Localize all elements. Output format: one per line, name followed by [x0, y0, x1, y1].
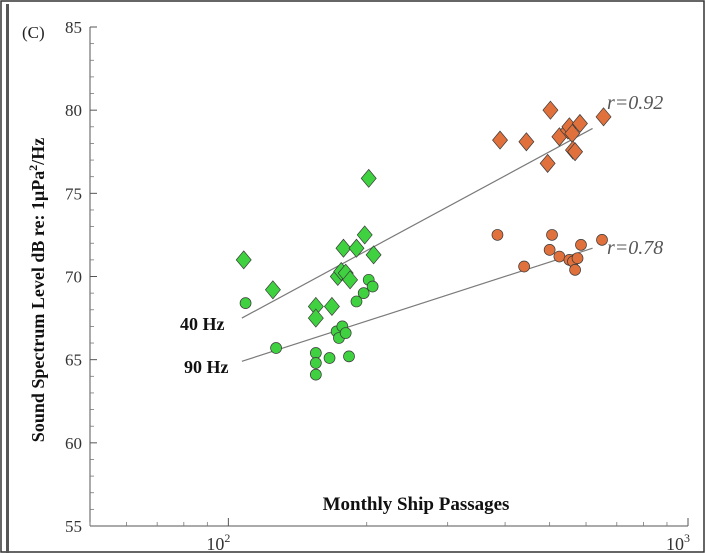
figure-inner-border	[6, 4, 9, 553]
point-40hz-orange	[539, 153, 556, 173]
point-90hz-green	[309, 357, 322, 369]
fit-line-40hz	[241, 127, 593, 319]
point-90hz-orange	[571, 252, 584, 265]
fit-lines	[241, 127, 593, 362]
y-axis-label-tail: /Hz	[28, 138, 48, 166]
point-90hz-green	[309, 368, 322, 381]
point-40hz-orange	[595, 107, 612, 127]
panel-label: (C)	[22, 23, 45, 42]
y-tick-label: 55	[65, 517, 82, 536]
point-40hz-green	[356, 225, 373, 245]
point-40hz-green	[323, 296, 340, 316]
y-tick-label: 60	[65, 434, 82, 453]
point-90hz-orange	[543, 244, 556, 256]
y-tick-label: 75	[65, 184, 82, 203]
point-40hz-orange	[518, 132, 535, 152]
point-90hz-orange	[569, 263, 581, 276]
point-40hz-green	[335, 238, 352, 258]
fit-line-90hz	[241, 247, 593, 362]
y-axis-label: Sound Spectrum Level dB re: 1μPa2/Hz	[26, 138, 48, 442]
point-40hz-green	[365, 245, 382, 265]
point-90hz-green	[270, 342, 282, 354]
y-tick-label: 70	[65, 268, 82, 287]
point-40hz-orange	[571, 113, 588, 134]
point-90hz-orange	[553, 250, 566, 263]
y-tick-label: 85	[65, 18, 82, 37]
y-axis-label-sup: 2	[26, 165, 40, 171]
point-40hz-green	[342, 270, 359, 290]
x-tick-label: 102	[206, 531, 230, 553]
data-points	[235, 100, 612, 381]
point-90hz-orange	[518, 260, 530, 273]
y-tick-label: 65	[65, 351, 82, 370]
point-90hz-orange	[596, 234, 608, 246]
point-40hz-orange	[542, 100, 559, 120]
correlation-label-90hz: r=0.78	[607, 237, 663, 259]
point-40hz-green	[360, 168, 377, 188]
correlation-label-40hz: r=0.92	[607, 92, 663, 114]
point-90hz-green	[339, 327, 352, 339]
x-axis-label: Monthly Ship Passages	[323, 494, 510, 515]
axes: 55 60 65 70 75 80 85 102 103	[65, 18, 690, 553]
series-label-90hz: 90 Hz	[184, 357, 229, 377]
point-90hz-green	[357, 287, 370, 299]
point-40hz-green	[307, 308, 324, 328]
point-40hz-green	[348, 238, 365, 258]
point-90hz-orange	[575, 239, 587, 251]
point-40hz-orange	[492, 130, 508, 150]
y-tick-label: 80	[65, 101, 82, 120]
point-90hz-green	[323, 352, 336, 364]
point-90hz-green	[239, 297, 252, 309]
point-40hz-green	[264, 280, 281, 300]
series-label-40hz: 40 Hz	[180, 314, 225, 334]
point-90hz-green	[366, 280, 379, 293]
point-90hz-green	[350, 295, 363, 308]
point-40hz-green	[235, 250, 252, 270]
point-90hz-green	[309, 347, 322, 359]
point-90hz-green	[343, 350, 355, 363]
point-90hz-orange	[546, 229, 558, 241]
x-tick-label: 103	[666, 531, 690, 553]
point-40hz-orange	[567, 142, 584, 162]
point-90hz-orange	[491, 229, 504, 241]
y-axis-label-main: Sound Spectrum Level dB re: 1μPa	[28, 171, 48, 442]
